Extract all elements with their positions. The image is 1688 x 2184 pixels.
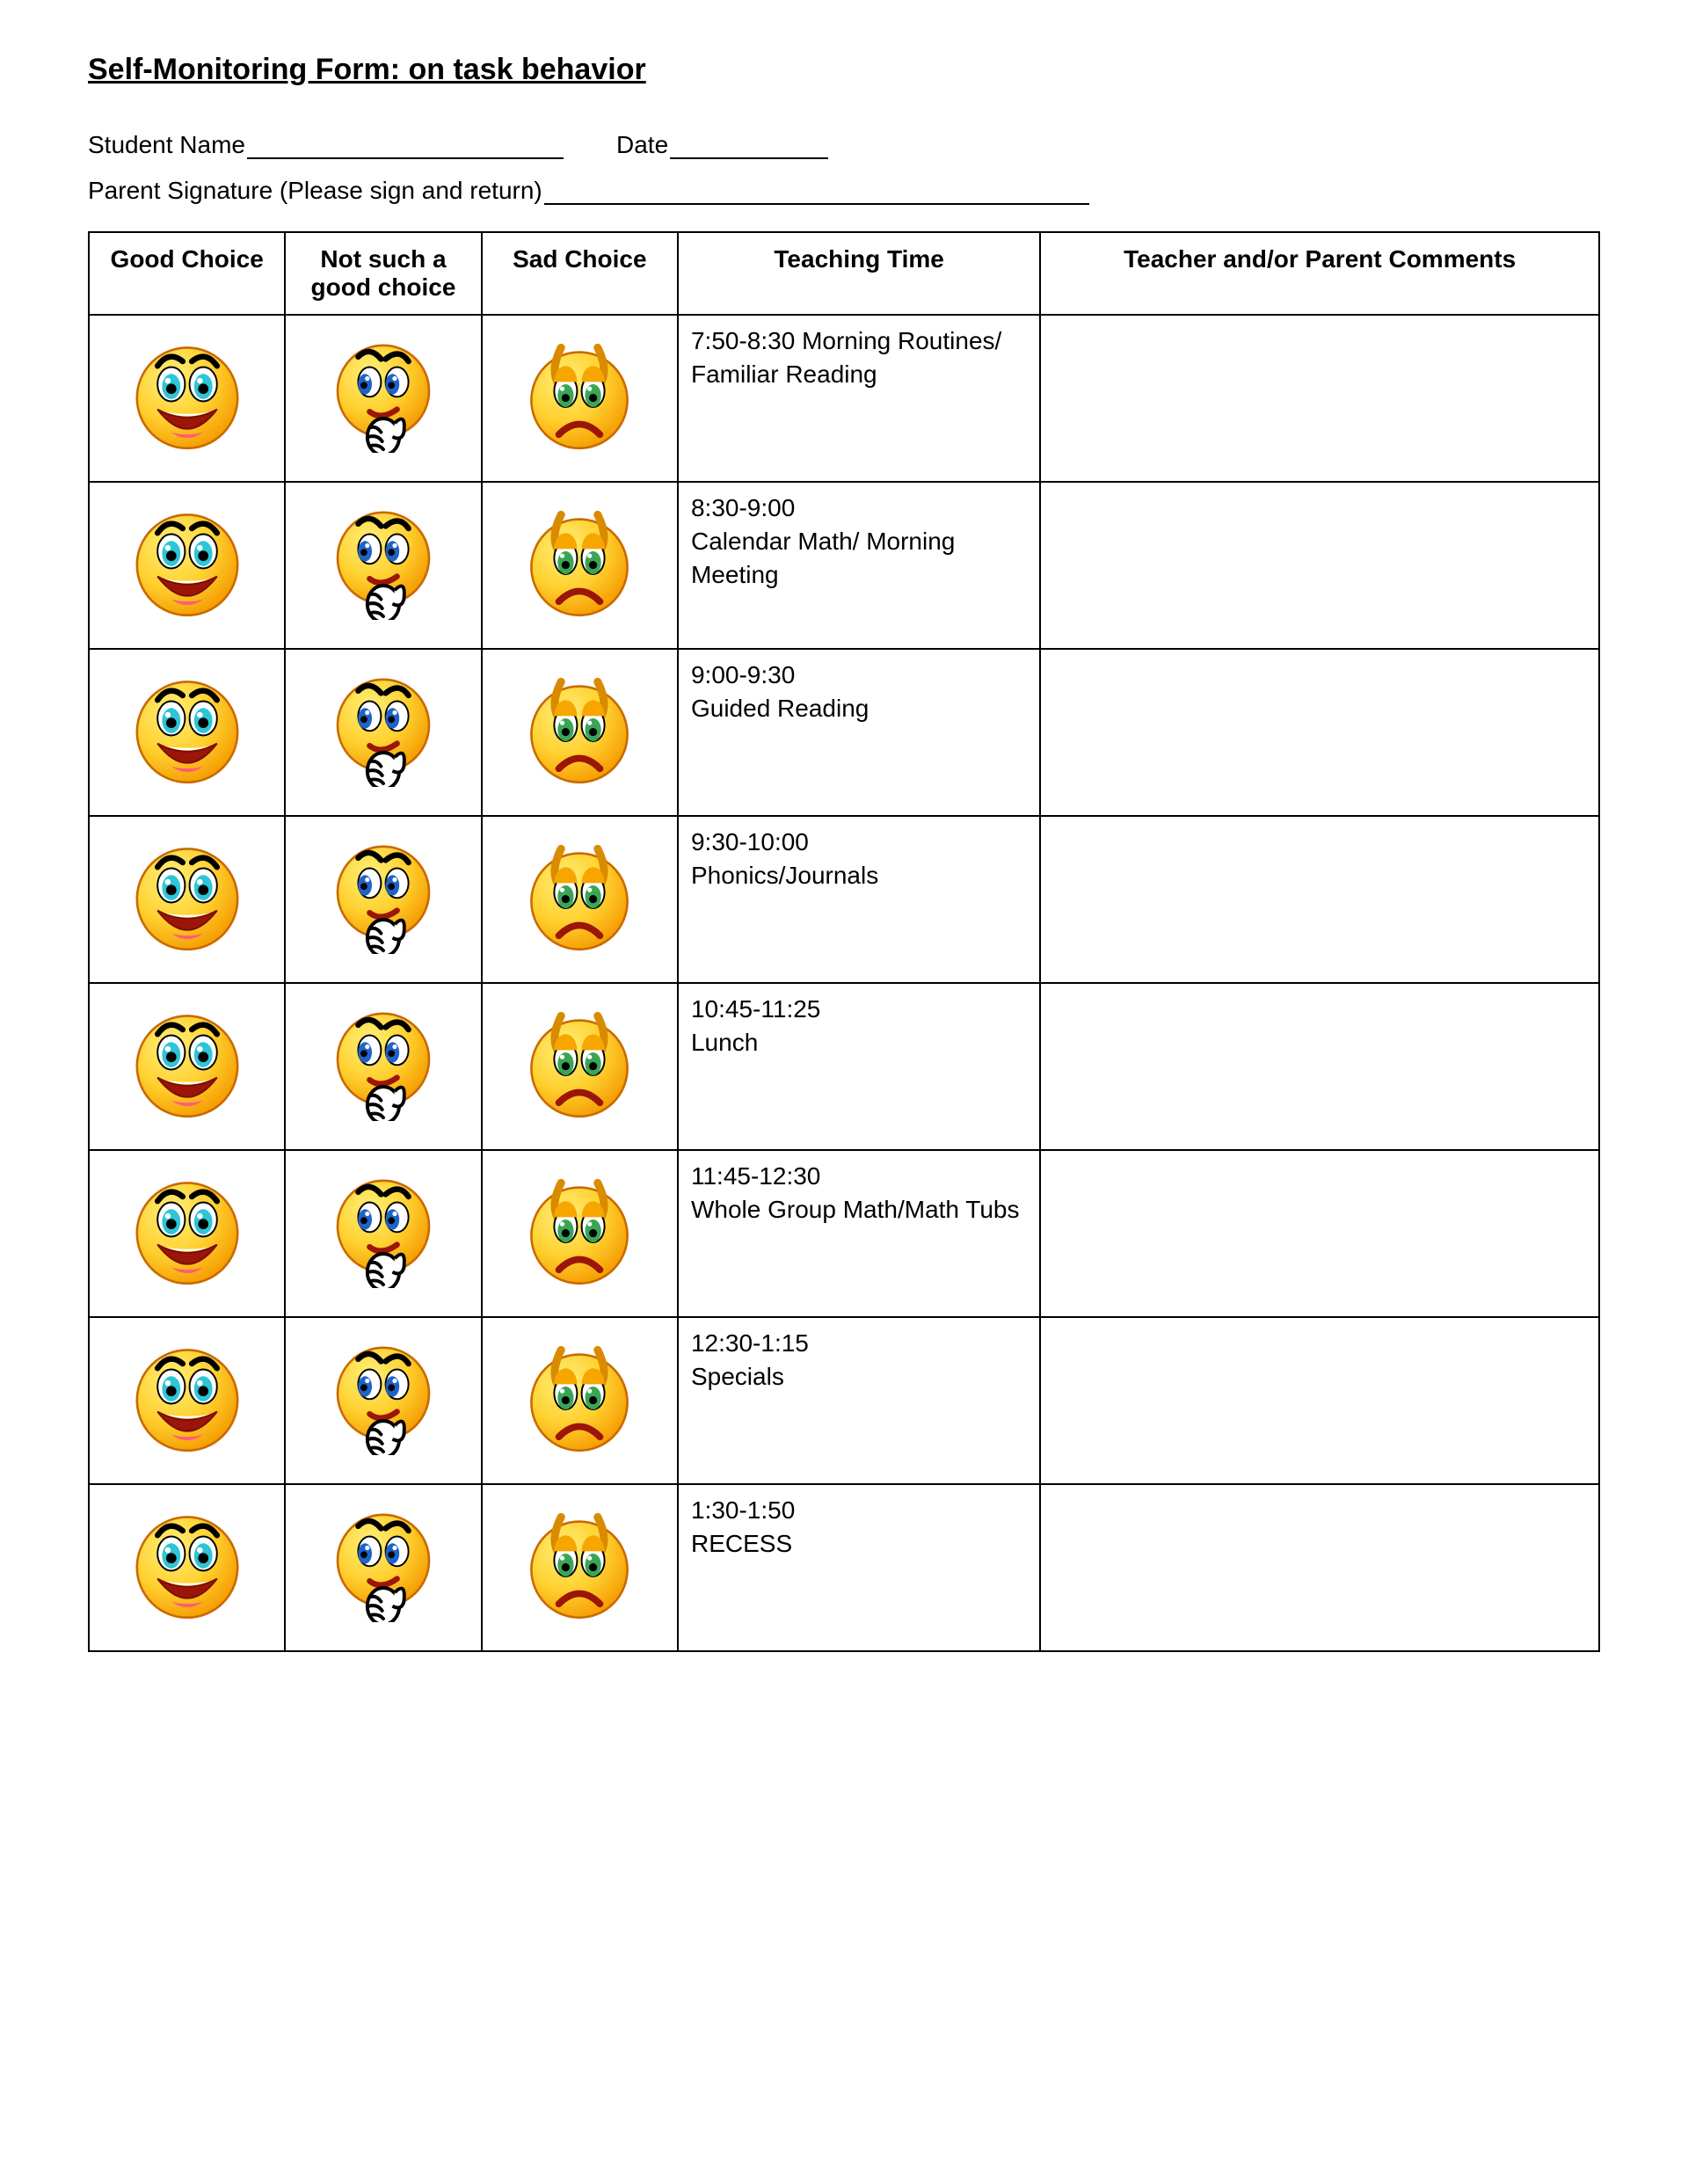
table-row: 10:45-11:25Lunch [89,983,1599,1150]
sad-face-icon [522,673,637,787]
thinking-face-icon [326,506,440,620]
thinking-face-icon [326,339,440,453]
happy-face-icon [130,339,244,453]
table-row: 9:00-9:30Guided Reading [89,649,1599,816]
table-row: 7:50-8:30 Morning Routines/Familiar Read… [89,315,1599,482]
comments-cell[interactable] [1040,649,1599,816]
sad-face-icon [522,1007,637,1121]
good-choice-cell[interactable] [89,983,285,1150]
table-row: 12:30-1:15Specials [89,1317,1599,1484]
not-good-choice-cell[interactable] [285,649,481,816]
not-good-choice-cell[interactable] [285,983,481,1150]
good-choice-cell[interactable] [89,816,285,983]
teaching-time-cell: 9:00-9:30Guided Reading [678,649,1040,816]
good-choice-cell[interactable] [89,315,285,482]
table-header-row: Good Choice Not such a good choice Sad C… [89,232,1599,315]
sad-choice-cell[interactable] [482,983,678,1150]
teaching-time-cell: 10:45-11:25Lunch [678,983,1040,1150]
date-blank[interactable] [670,132,828,159]
good-choice-cell[interactable] [89,1150,285,1317]
teaching-time-cell: 11:45-12:30Whole Group Math/Math Tubs [678,1150,1040,1317]
happy-face-icon [130,506,244,620]
comments-cell[interactable] [1040,983,1599,1150]
date-label: Date [616,131,668,159]
comments-cell[interactable] [1040,816,1599,983]
student-name-label: Student Name [88,131,245,159]
happy-face-icon [130,1341,244,1455]
sad-choice-cell[interactable] [482,1150,678,1317]
signature-label: Parent Signature (Please sign and return… [88,177,542,205]
sad-choice-cell[interactable] [482,816,678,983]
sad-choice-cell[interactable] [482,649,678,816]
comments-cell[interactable] [1040,315,1599,482]
thinking-face-icon [326,673,440,787]
good-choice-cell[interactable] [89,1484,285,1651]
table-body: 7:50-8:30 Morning Routines/Familiar Read… [89,315,1599,1651]
col-header-comments: Teacher and/or Parent Comments [1040,232,1599,315]
behavior-table: Good Choice Not such a good choice Sad C… [88,231,1600,1652]
thinking-face-icon [326,1174,440,1288]
meta-line-2: Parent Signature (Please sign and return… [88,177,1600,205]
sad-face-icon [522,1508,637,1622]
not-good-choice-cell[interactable] [285,1150,481,1317]
thinking-face-icon [326,1341,440,1455]
table-row: 11:45-12:30Whole Group Math/Math Tubs [89,1150,1599,1317]
sad-face-icon [522,840,637,954]
thinking-face-icon [326,840,440,954]
form-title: Self-Monitoring Form: on task behavior [88,53,1600,87]
happy-face-icon [130,1007,244,1121]
not-good-choice-cell[interactable] [285,482,481,649]
thinking-face-icon [326,1508,440,1622]
good-choice-cell[interactable] [89,649,285,816]
col-header-good: Good Choice [89,232,285,315]
table-row: 9:30-10:00Phonics/Journals [89,816,1599,983]
good-choice-cell[interactable] [89,1317,285,1484]
table-row: 1:30-1:50RECESS [89,1484,1599,1651]
teaching-time-cell: 1:30-1:50RECESS [678,1484,1040,1651]
comments-cell[interactable] [1040,1484,1599,1651]
col-header-sad: Sad Choice [482,232,678,315]
col-header-notgood: Not such a good choice [285,232,481,315]
good-choice-cell[interactable] [89,482,285,649]
not-good-choice-cell[interactable] [285,816,481,983]
happy-face-icon [130,1174,244,1288]
student-name-blank[interactable] [247,132,564,159]
teaching-time-cell: 9:30-10:00Phonics/Journals [678,816,1040,983]
not-good-choice-cell[interactable] [285,1484,481,1651]
sad-choice-cell[interactable] [482,1317,678,1484]
sad-choice-cell[interactable] [482,315,678,482]
happy-face-icon [130,673,244,787]
not-good-choice-cell[interactable] [285,1317,481,1484]
sad-choice-cell[interactable] [482,482,678,649]
teaching-time-cell: 7:50-8:30 Morning Routines/Familiar Read… [678,315,1040,482]
thinking-face-icon [326,1007,440,1121]
comments-cell[interactable] [1040,1317,1599,1484]
happy-face-icon [130,840,244,954]
sad-face-icon [522,1174,637,1288]
sad-face-icon [522,339,637,453]
table-row: 8:30-9:00Calendar Math/ Morning Meeting [89,482,1599,649]
sad-face-icon [522,506,637,620]
teaching-time-cell: 8:30-9:00Calendar Math/ Morning Meeting [678,482,1040,649]
meta-line-1: Student Name Date [88,131,1600,159]
teaching-time-cell: 12:30-1:15Specials [678,1317,1040,1484]
col-header-time: Teaching Time [678,232,1040,315]
sad-choice-cell[interactable] [482,1484,678,1651]
comments-cell[interactable] [1040,1150,1599,1317]
comments-cell[interactable] [1040,482,1599,649]
not-good-choice-cell[interactable] [285,315,481,482]
sad-face-icon [522,1341,637,1455]
signature-blank[interactable] [544,178,1089,205]
happy-face-icon [130,1508,244,1622]
